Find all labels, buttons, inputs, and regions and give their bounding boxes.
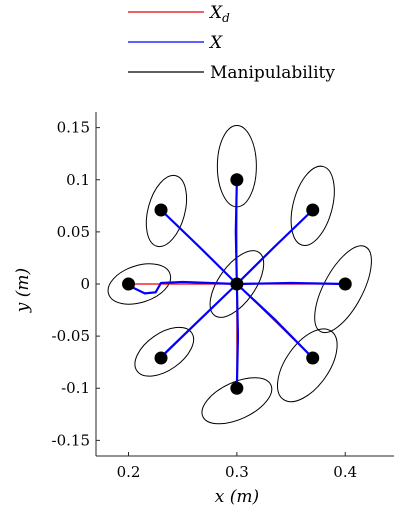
manipulability-ellipse — [277, 328, 338, 403]
manipulability-ellipse — [314, 245, 372, 334]
manipulability-ellipse — [145, 174, 188, 248]
target-point — [154, 351, 168, 365]
x-line — [127, 280, 237, 295]
manipulability-ellipse — [290, 165, 335, 246]
y-tick-label: 0.15 — [57, 119, 90, 137]
y-tick-label: 0 — [80, 275, 90, 293]
legend-label-manipulability: Manipulability — [210, 63, 335, 83]
center-point — [230, 277, 244, 291]
y-tick-label: 0.05 — [57, 223, 90, 241]
x-line — [160, 283, 238, 359]
x-line — [160, 209, 238, 285]
x-line — [236, 281, 346, 286]
manipulability-ellipse — [201, 377, 273, 425]
y-tick-label: -0.1 — [61, 379, 90, 397]
x-line — [236, 209, 314, 285]
manipulability-ellipses — [107, 125, 372, 425]
legend-label-x: X — [208, 33, 223, 53]
legend-label-xd: Xd — [208, 3, 230, 25]
x-tick-label: 0.4 — [333, 463, 357, 481]
target-point — [230, 173, 244, 187]
target-point — [306, 351, 320, 365]
manipulability-ellipse — [134, 326, 195, 377]
x-tick-label: 0.3 — [225, 463, 249, 481]
y-tick-label: -0.05 — [52, 327, 90, 345]
legend: Xd X Manipulability — [128, 3, 335, 83]
manipulability-ellipse — [107, 263, 172, 305]
x-line — [236, 283, 314, 359]
x-axis-label: x (m) — [215, 487, 259, 507]
y-tick-label: 0.1 — [66, 171, 90, 189]
target-point — [338, 277, 352, 291]
target-point — [122, 277, 136, 291]
axis-ticks: 0.2 0.3 0.4 0.15 0.1 0.05 0 -0.05 -0.1 -0.15 — [52, 119, 358, 481]
target-points — [122, 173, 352, 395]
x-tick-label: 0.2 — [117, 463, 141, 481]
target-point — [230, 381, 244, 395]
target-point — [306, 203, 320, 217]
x-line — [235, 283, 240, 389]
target-point — [154, 203, 168, 217]
y-tick-label: -0.15 — [52, 431, 90, 449]
x-line — [234, 179, 238, 285]
manipulability-ellipse — [209, 250, 265, 318]
y-axis-label: y (m) — [13, 268, 33, 313]
